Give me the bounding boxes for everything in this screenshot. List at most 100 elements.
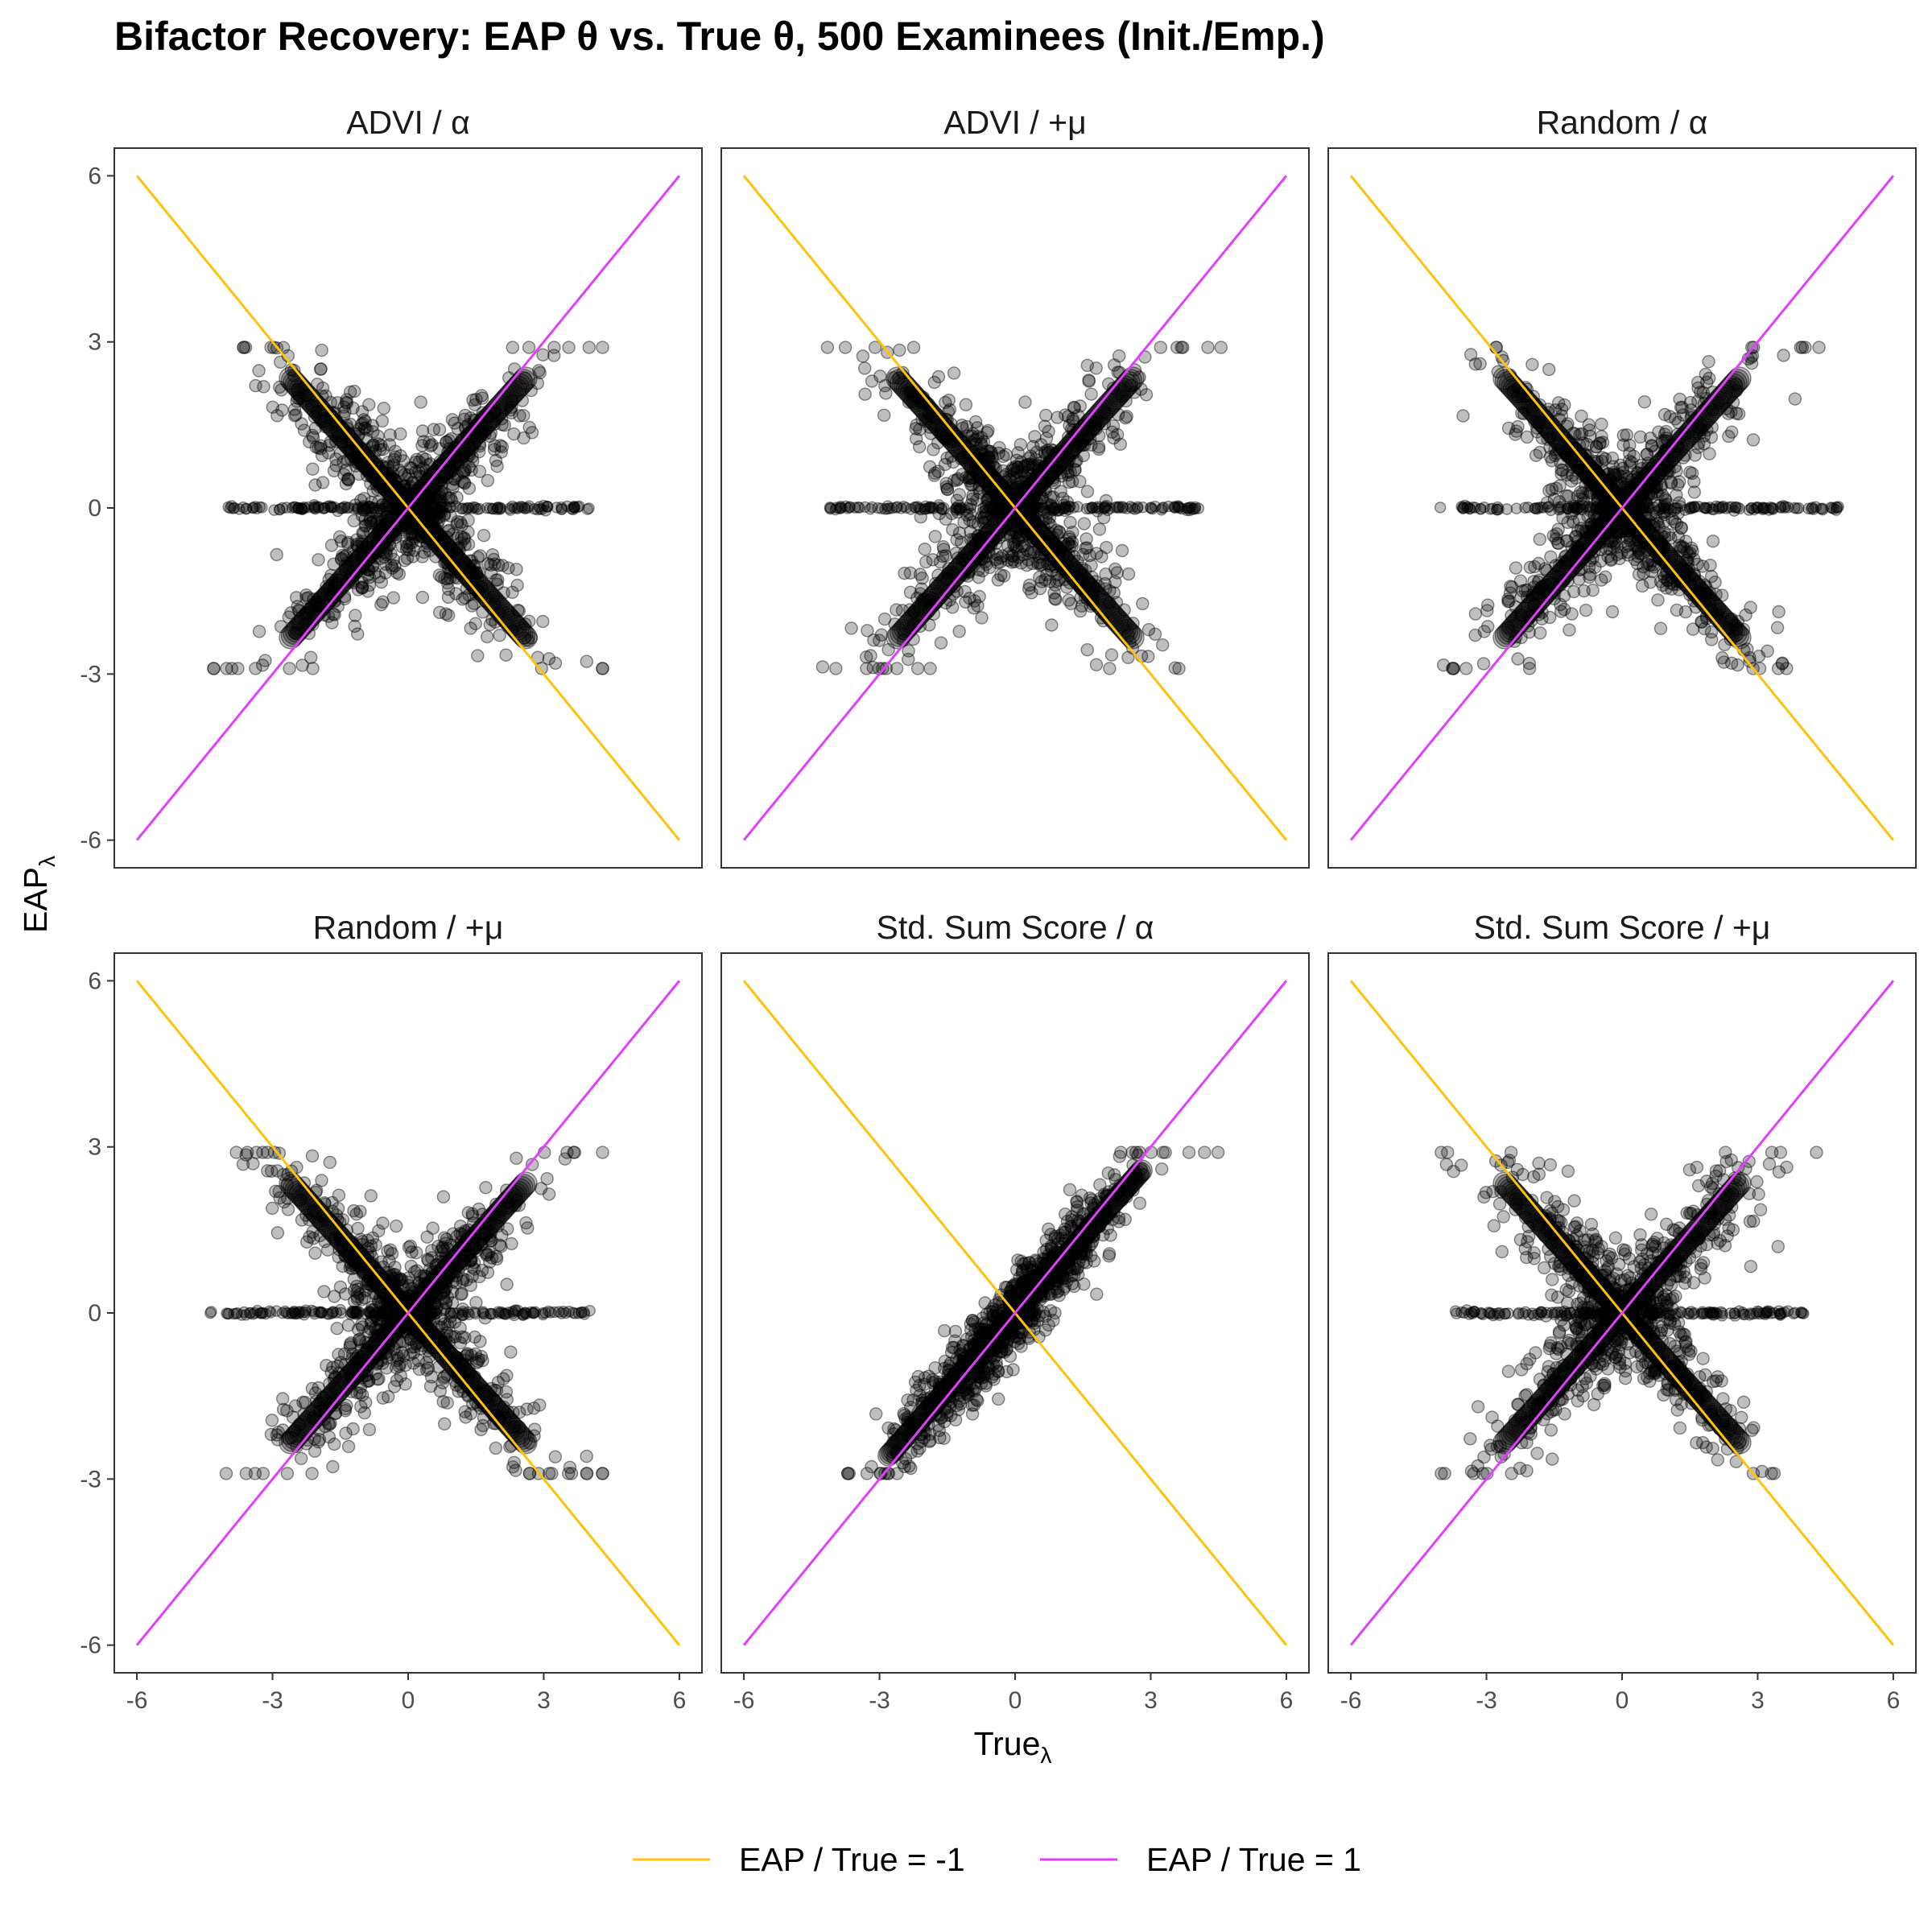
data-point (1104, 648, 1119, 662)
data-point (860, 662, 873, 675)
data-point (487, 407, 502, 420)
data-point (1468, 628, 1482, 642)
data-point (1051, 411, 1064, 424)
data-point (1156, 502, 1169, 514)
data-point (396, 522, 410, 537)
data-point (1079, 541, 1092, 555)
data-point (435, 485, 449, 498)
data-point (270, 547, 283, 562)
data-point (291, 617, 305, 631)
data-point (468, 437, 481, 451)
data-point (877, 408, 891, 422)
data-point (426, 535, 440, 549)
data-point (461, 525, 475, 539)
data-point (347, 514, 361, 528)
data-point (460, 451, 474, 464)
data-point (542, 652, 556, 666)
data-point (407, 543, 421, 557)
data-point (370, 1373, 385, 1386)
data-point (276, 1402, 291, 1417)
data-point (1686, 502, 1698, 514)
data-point (487, 597, 502, 611)
data-point (952, 625, 966, 638)
data-point (444, 509, 457, 523)
data-point (1775, 657, 1790, 671)
data-point (1778, 502, 1791, 514)
data-point (1456, 409, 1470, 423)
data-point (394, 427, 407, 441)
data-point (596, 662, 609, 675)
data-point (1073, 399, 1088, 413)
data-point (314, 439, 328, 452)
data-point (1170, 341, 1184, 354)
data-point (504, 1345, 518, 1359)
data-point (1009, 541, 1024, 555)
data-point (288, 1399, 303, 1413)
data-point (341, 473, 356, 486)
data-point (274, 504, 286, 516)
data-point (1563, 623, 1576, 637)
data-point (468, 559, 481, 572)
data-point (1715, 502, 1728, 514)
data-point (347, 1203, 361, 1218)
data-point (861, 624, 874, 638)
data-point (438, 1417, 452, 1431)
data-point (415, 590, 430, 605)
data-point (427, 506, 440, 520)
data-point (1542, 362, 1556, 377)
data-point (376, 595, 390, 609)
data-point (362, 398, 376, 411)
data-point (354, 1400, 368, 1414)
data-point (1533, 532, 1547, 547)
data-point (400, 539, 414, 553)
data-point (338, 501, 351, 513)
data-point (547, 341, 561, 354)
data-point (455, 530, 469, 544)
data-point (440, 1396, 454, 1410)
data-point (489, 1441, 502, 1455)
data-point (430, 522, 444, 537)
data-point (1653, 621, 1668, 635)
data-point (560, 1146, 574, 1159)
data-point (323, 1155, 336, 1170)
data-point (391, 503, 405, 517)
data-point (505, 1236, 518, 1251)
data-point (906, 341, 921, 354)
data-point (959, 398, 973, 411)
data-point (1511, 652, 1525, 666)
data-point (340, 396, 354, 411)
data-point (1065, 475, 1080, 489)
data-point (543, 1467, 556, 1480)
data-point (548, 656, 563, 670)
data-point (458, 408, 473, 423)
data-point (378, 461, 392, 475)
data-point (502, 561, 515, 575)
data-point (366, 502, 378, 515)
data-point (513, 409, 526, 423)
data-point (1084, 387, 1098, 401)
data-point (927, 443, 940, 456)
data-point (580, 654, 593, 668)
data-point (1136, 597, 1150, 611)
data-point (252, 364, 266, 378)
data-point (927, 502, 939, 514)
data-point (270, 1226, 285, 1240)
data-point (464, 621, 477, 635)
data-point (332, 1188, 346, 1203)
data-point (412, 501, 424, 514)
data-point (1121, 366, 1145, 390)
data-point (305, 1149, 320, 1163)
data-point (369, 1238, 382, 1252)
data-point (510, 1151, 523, 1166)
data-point (390, 1219, 403, 1233)
data-point (266, 400, 279, 414)
data-point (487, 552, 501, 567)
facet-strip-label: Random / +μ (313, 909, 504, 946)
data-point (1077, 517, 1092, 530)
data-point (952, 488, 967, 502)
data-point (257, 380, 270, 394)
data-point (454, 536, 468, 550)
data-point (436, 1190, 451, 1203)
data-point (1583, 423, 1596, 437)
data-point (469, 617, 482, 630)
